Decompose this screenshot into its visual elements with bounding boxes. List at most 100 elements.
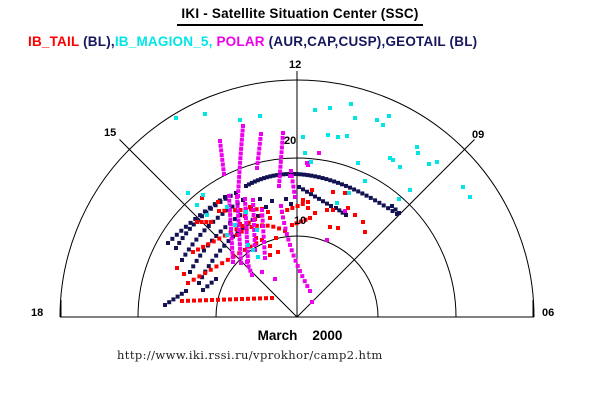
ib_tail-point (220, 261, 225, 266)
ib_magion_5-point (375, 118, 379, 122)
ib_tail-point (210, 298, 214, 302)
geotail-point (175, 294, 180, 299)
polar-point (261, 224, 265, 228)
geotail-point (202, 228, 207, 233)
polar-point (252, 243, 257, 247)
polar-point (278, 169, 283, 174)
polar-point (219, 148, 224, 153)
ib_tail-point (331, 208, 335, 212)
geotail-point (261, 176, 266, 181)
geotail-point (397, 211, 401, 215)
geotail-point (332, 179, 337, 184)
polar-point (244, 225, 249, 230)
ib_tail-point (301, 198, 305, 202)
geotail-point (238, 213, 243, 218)
ib_tail-point (346, 206, 350, 210)
ib_tail-point (277, 226, 282, 231)
geotail-point (179, 228, 184, 233)
geotail-point (215, 215, 220, 220)
ib_tail-point (222, 233, 227, 238)
polar-point (289, 248, 294, 253)
geotail-point (163, 303, 167, 307)
geotail-point (184, 231, 189, 236)
ib_tail-point (246, 296, 250, 301)
polar-point (238, 156, 243, 161)
geotail-point (191, 264, 196, 269)
ib_magion_5-point (203, 112, 207, 116)
polar-point (236, 189, 241, 194)
ib_magion_5-point (225, 205, 229, 209)
geotail-point (174, 232, 179, 237)
polar-point (239, 146, 244, 151)
geotail-point (177, 240, 182, 245)
geotail-point (386, 206, 391, 211)
ib_tail-point (216, 297, 220, 302)
ib_tail-point (203, 271, 208, 276)
ib_magion_5-point (356, 161, 360, 165)
ib_magion_5-point (244, 210, 248, 214)
geotail-point (207, 205, 212, 210)
ib_tail-point (254, 207, 259, 212)
polar-point (310, 300, 314, 304)
ib_magion_5-point (461, 185, 465, 189)
polar-point (255, 161, 260, 166)
ib_magion_5-point (186, 191, 190, 195)
polar-point (293, 195, 297, 199)
ib_tail-point (254, 223, 259, 228)
ib_tail-point (303, 217, 308, 222)
geotail-point (309, 173, 314, 178)
ib_magion_5-point (435, 160, 439, 164)
legend-segment-2: IB_MAGION_5, (114, 34, 213, 49)
geotail-point (252, 179, 257, 184)
geotail-point (256, 214, 260, 218)
geotail-point (377, 200, 382, 205)
ib_tail-point (239, 229, 244, 234)
geotail-point (281, 172, 286, 177)
geotail-point (222, 243, 227, 248)
geotail-point (343, 183, 348, 188)
geotail-point (206, 264, 211, 269)
polar-point (245, 239, 250, 244)
polar-point (236, 213, 241, 218)
ib_tail-point (264, 296, 268, 301)
ib_tail-point (225, 257, 230, 262)
meridian-15 (119, 139, 298, 318)
hour-label-09: 09 (472, 129, 485, 141)
geotail-point (373, 198, 378, 203)
ib_magion_5-point (313, 108, 317, 112)
geotail-point (317, 196, 321, 201)
polar-point (246, 264, 251, 269)
ib_tail-point (199, 220, 204, 224)
ib_tail-point (268, 216, 272, 220)
geotail-point (220, 211, 225, 216)
geotail-point (188, 220, 193, 225)
geotail-point (209, 280, 214, 285)
ib_tail-point (186, 298, 190, 303)
ib_tail-point (192, 298, 196, 303)
polar-point (243, 206, 248, 211)
geotail-point (205, 284, 210, 289)
ib_tail-point (258, 296, 262, 301)
geotail-point (390, 204, 394, 208)
polar-point (279, 155, 284, 160)
ib_magion_5-point (349, 102, 353, 106)
hour-label-12: 12 (289, 59, 302, 71)
ib_tail-point (217, 209, 221, 213)
page-title: IKI - Satellite Situation Center (SSC) (0, 5, 600, 26)
geotail-point (193, 217, 198, 221)
ib_magion_5-point (345, 134, 349, 138)
ib_tail-point (331, 190, 335, 194)
geotail-point (297, 185, 301, 189)
polar-point (280, 135, 285, 140)
polar-point (280, 140, 285, 145)
period-caption: March 2000 (257, 328, 343, 343)
ib_tail-point (235, 233, 239, 237)
ib_tail-point (283, 229, 287, 233)
polar-point (239, 142, 244, 147)
ib_tail-point (180, 299, 184, 303)
ib_tail-point (195, 220, 199, 224)
geotail-point (184, 289, 188, 293)
geotail-point (348, 185, 353, 190)
polar-point (287, 242, 292, 247)
ib_tail-point (217, 236, 222, 241)
